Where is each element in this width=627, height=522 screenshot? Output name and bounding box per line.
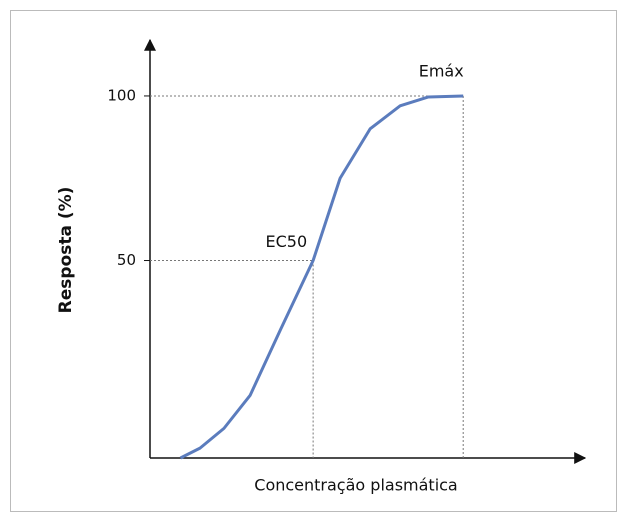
- y-tick-label: 100: [107, 86, 136, 104]
- annotation: Emáx: [419, 61, 464, 80]
- y-axis-label: Resposta (%): [56, 187, 76, 314]
- x-axis-label: Concentração plasmática: [254, 476, 457, 495]
- y-tick-label: 50: [117, 251, 136, 269]
- curve: [179, 94, 464, 460]
- annotation: EC50: [265, 232, 307, 251]
